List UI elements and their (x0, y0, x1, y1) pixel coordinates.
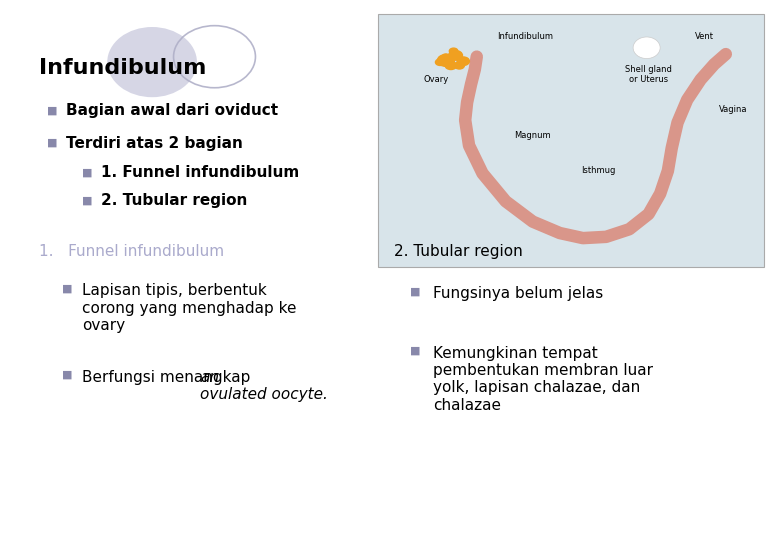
Text: Magnum: Magnum (515, 131, 551, 140)
Circle shape (457, 57, 470, 65)
Text: Kemungkinan tempat
pembentukan membran luar
yolk, lapisan chalazae, dan
chalazae: Kemungkinan tempat pembentukan membran l… (433, 346, 653, 413)
Text: Bagian awal dari oviduct: Bagian awal dari oviduct (66, 103, 278, 118)
Text: Fungsinya belum jelas: Fungsinya belum jelas (433, 286, 603, 301)
Text: Isthmug: Isthmug (581, 166, 615, 176)
Text: ■: ■ (82, 196, 92, 206)
Text: Ovary: Ovary (424, 75, 448, 84)
Circle shape (445, 62, 456, 70)
Text: 1.   Funnel infundibulum: 1. Funnel infundibulum (39, 244, 224, 259)
Bar (378, 14, 764, 267)
Text: ■: ■ (82, 168, 92, 178)
Text: 2. Tubular region: 2. Tubular region (101, 193, 248, 208)
Text: Lapisan tipis, berbentuk
corong yang menghadap ke
ovary: Lapisan tipis, berbentuk corong yang men… (82, 284, 296, 333)
Text: Vent: Vent (695, 32, 714, 41)
Text: Vagina: Vagina (719, 105, 748, 114)
Text: Infundibulum: Infundibulum (497, 32, 553, 41)
Text: ■: ■ (47, 138, 57, 148)
Text: Terdiri atas 2 bagian: Terdiri atas 2 bagian (66, 136, 243, 151)
Circle shape (435, 59, 445, 65)
Circle shape (442, 54, 450, 59)
Circle shape (438, 55, 455, 66)
Text: an
ovulated oocyte.: an ovulated oocyte. (200, 370, 328, 402)
Ellipse shape (633, 37, 660, 58)
Text: Infundibulum: Infundibulum (39, 57, 207, 78)
Circle shape (449, 48, 458, 54)
Text: 2. Tubular region: 2. Tubular region (394, 244, 523, 259)
Text: ■: ■ (62, 284, 73, 294)
Text: ■: ■ (47, 106, 57, 116)
Text: 1. Funnel infundibulum: 1. Funnel infundibulum (101, 165, 300, 180)
Text: Shell gland
or Uterus: Shell gland or Uterus (625, 65, 672, 84)
Text: ■: ■ (410, 286, 420, 296)
Text: ■: ■ (62, 370, 73, 380)
Ellipse shape (108, 27, 197, 97)
Text: Berfungsi menangkap: Berfungsi menangkap (82, 370, 255, 385)
Text: ■: ■ (410, 346, 420, 356)
Circle shape (455, 62, 464, 69)
Circle shape (448, 51, 463, 60)
